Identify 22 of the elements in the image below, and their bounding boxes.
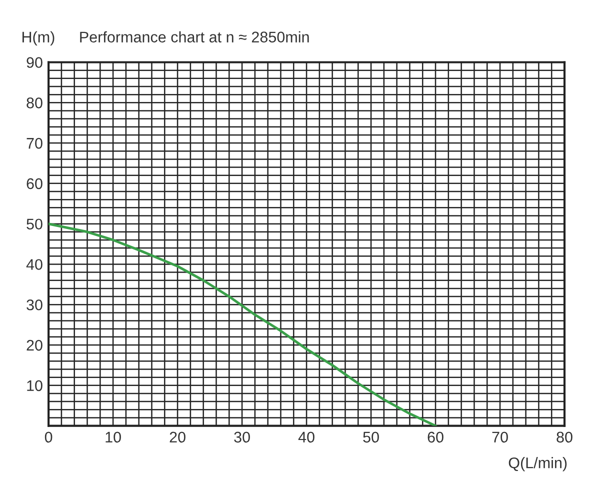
x-tick-label: 10 (106, 432, 121, 443)
x-tick-label: 30 (234, 432, 250, 443)
line-series (48, 222, 437, 426)
y-tick-label: 60 (26, 178, 42, 190)
y-tick-label: 10 (27, 380, 42, 392)
y-tick-label: 90 (26, 57, 42, 68)
x-tick-label: 60 (428, 432, 444, 443)
y-tick-label: 70 (26, 138, 42, 149)
x-tick-label: 40 (298, 432, 314, 443)
x-tick-label: 0 (44, 432, 52, 443)
y-tick-label: 40 (26, 259, 42, 270)
y-tick-label: 30 (26, 299, 42, 310)
y-tick-label: 50 (26, 218, 42, 230)
x-tick-label: 50 (363, 432, 379, 443)
y-axis-title: H(m) (22, 31, 54, 46)
x-axis-title: Q(L/min) (508, 457, 567, 472)
y-tick-label: 20 (26, 340, 42, 351)
x-tick-label: 70 (492, 432, 508, 443)
x-tick-label: 20 (170, 432, 186, 443)
y-tick-label: 80 (26, 98, 42, 108)
chart-title: Performance chart at n ≈ 2850min (80, 31, 309, 42)
x-tick-label: 80 (556, 432, 572, 443)
